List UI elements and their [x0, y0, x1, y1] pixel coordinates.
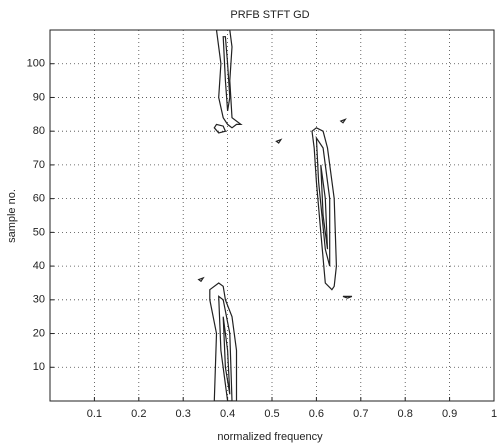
chart-title: PRFB STFT GD: [230, 9, 309, 21]
contour-line: [315, 135, 331, 267]
y-tick-label: 30: [33, 294, 45, 306]
y-axis-label: sample no.: [6, 189, 18, 243]
x-tick-label: 0.1: [87, 408, 102, 420]
x-axis-label: normalized frequency: [217, 431, 323, 443]
x-tick-label: 0.3: [176, 408, 191, 420]
contour-line: [222, 316, 231, 395]
y-tick-label: 40: [33, 260, 45, 272]
x-tick-label: 1: [491, 408, 497, 420]
y-tick-label: 100: [27, 58, 45, 70]
y-tick-label: 10: [33, 361, 45, 373]
contour-line: [215, 30, 243, 129]
y-tick-label: 20: [33, 327, 45, 339]
x-tick-label: 0.6: [309, 408, 324, 420]
x-tick-label: 0.7: [353, 408, 368, 420]
contour-line: [339, 118, 347, 124]
x-tick-label: 0.8: [398, 408, 413, 420]
contour-line: [222, 36, 231, 111]
x-tick-label: 0.4: [220, 408, 235, 420]
contour-line: [275, 138, 283, 144]
contour-line: [197, 276, 205, 283]
plot-frame: [49, 29, 495, 402]
contour-line: [320, 164, 329, 250]
contour-line: [342, 295, 353, 299]
contour-line: [213, 123, 227, 134]
y-tick-label: 90: [33, 91, 45, 103]
contour-line: [209, 282, 238, 401]
contour-line: [311, 127, 338, 291]
x-tick-label: 0.5: [264, 408, 279, 420]
y-tick-label: 70: [33, 159, 45, 171]
x-tick-label: 0.2: [131, 408, 146, 420]
y-tick-label: 60: [33, 193, 45, 205]
contour-line: [218, 295, 233, 401]
y-tick-label: 80: [33, 125, 45, 137]
x-tick-label: 0.9: [442, 408, 457, 420]
y-tick-label: 50: [33, 226, 45, 238]
